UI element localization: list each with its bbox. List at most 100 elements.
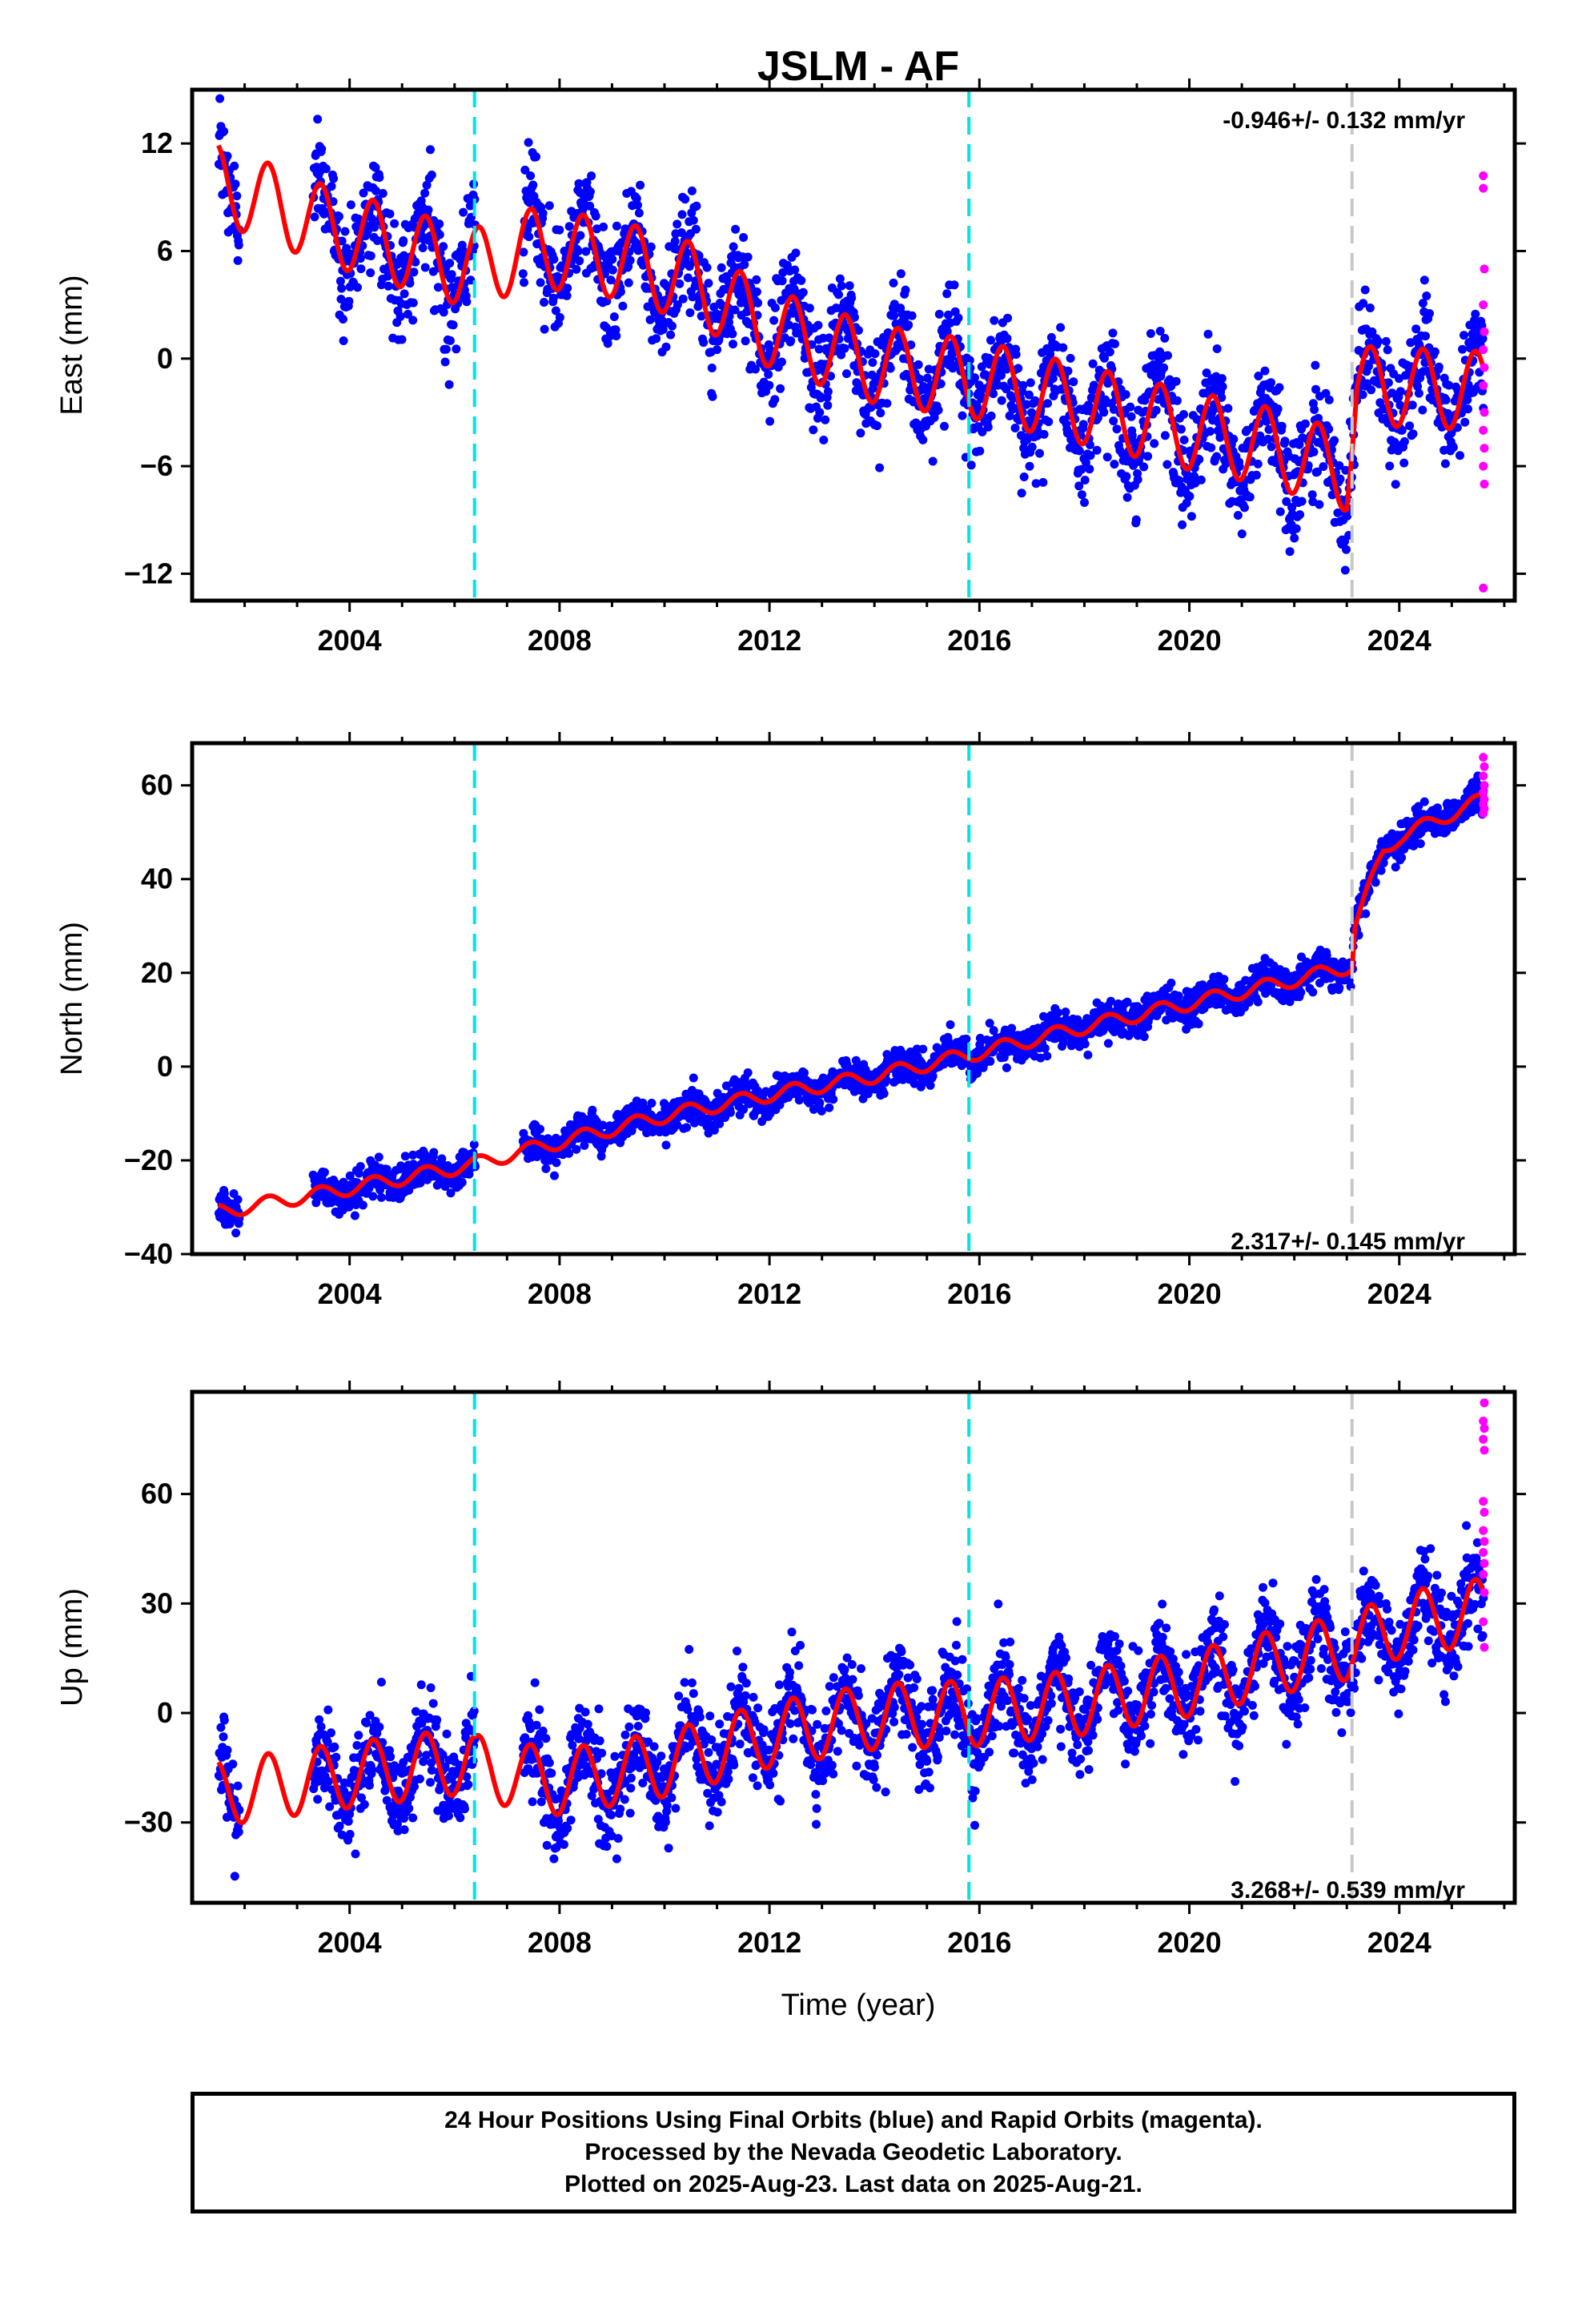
east-point xyxy=(834,290,843,300)
east-point xyxy=(1043,399,1052,408)
east-point xyxy=(1464,404,1472,414)
east-point xyxy=(1207,443,1216,452)
east-point xyxy=(532,152,540,162)
east-point xyxy=(1264,424,1274,434)
east-point xyxy=(1419,275,1429,285)
east-point xyxy=(678,294,688,304)
east-point xyxy=(942,289,952,299)
north-y-tick-label: −20 xyxy=(124,1144,173,1176)
east-point xyxy=(564,222,574,231)
east-point xyxy=(1162,460,1172,469)
north-rapid-point xyxy=(1479,788,1488,797)
up-point xyxy=(330,1742,339,1751)
east-rapid-point xyxy=(1479,583,1488,593)
east-point xyxy=(1078,420,1088,429)
east-point xyxy=(519,247,528,257)
north-point xyxy=(1285,997,1295,1007)
east-point xyxy=(1262,416,1271,426)
east-point xyxy=(668,321,677,331)
east-point xyxy=(616,287,625,296)
east-point xyxy=(777,276,787,286)
east-point xyxy=(411,257,420,267)
east-point xyxy=(1367,385,1376,395)
east-point xyxy=(978,427,987,436)
east-point xyxy=(1422,292,1431,300)
east-point xyxy=(1039,429,1049,439)
east-point xyxy=(1460,417,1470,427)
east-point xyxy=(1080,498,1089,507)
east-point xyxy=(837,350,846,360)
east-point xyxy=(1297,497,1307,506)
east-point xyxy=(907,311,917,320)
north-final-orbit-points xyxy=(214,771,1488,1238)
east-point xyxy=(1478,334,1488,344)
up-point xyxy=(331,1752,341,1762)
east-point xyxy=(1108,328,1118,338)
east-point xyxy=(575,256,584,266)
east-point xyxy=(944,310,953,320)
east-point xyxy=(1421,332,1430,341)
east-point xyxy=(1390,437,1399,447)
east-point xyxy=(1267,378,1275,388)
up-point xyxy=(228,1759,238,1769)
north-point xyxy=(825,1103,834,1112)
north-point xyxy=(946,1020,955,1029)
east-point xyxy=(1126,412,1136,421)
north-point xyxy=(815,1098,825,1108)
east-point xyxy=(856,428,865,438)
north-y-tick-label: 40 xyxy=(141,862,173,895)
east-point xyxy=(689,215,698,225)
east-point xyxy=(538,208,548,218)
east-point xyxy=(233,255,243,265)
panel-north: 2004 2008 2012 2016 2020 2024−40−200204060Nor… xyxy=(55,732,1526,1310)
east-point xyxy=(618,301,628,311)
east-rate-label: -0.946+/- 0.132 mm/yr xyxy=(1223,107,1465,134)
east-point xyxy=(849,312,859,322)
east-point xyxy=(418,243,428,252)
north-x-tick-label: 2024 xyxy=(1367,1277,1431,1310)
east-point xyxy=(1031,479,1041,489)
east-point xyxy=(717,263,726,272)
east-point xyxy=(585,201,595,211)
east-point xyxy=(1133,475,1142,485)
east-point xyxy=(563,283,572,293)
east-point xyxy=(1223,404,1233,413)
east-point xyxy=(520,165,530,175)
east-point xyxy=(603,339,612,348)
north-y-tick-label: −40 xyxy=(124,1237,173,1270)
east-point xyxy=(1074,481,1084,491)
east-point xyxy=(408,298,418,308)
east-point xyxy=(673,219,682,229)
east-point xyxy=(1430,347,1439,356)
north-point xyxy=(374,1152,383,1162)
east-point xyxy=(922,373,932,383)
north-x-tick-label: 2008 xyxy=(528,1277,592,1310)
east-point xyxy=(1260,366,1270,376)
east-point xyxy=(769,316,779,325)
east-point xyxy=(1383,378,1393,388)
east-point xyxy=(1373,336,1383,346)
north-point xyxy=(429,1148,439,1157)
north-rapid-point xyxy=(1479,771,1488,781)
east-point xyxy=(1359,299,1368,308)
east-point xyxy=(1365,304,1375,312)
east-point xyxy=(1360,285,1370,295)
east-point xyxy=(699,338,709,348)
north-point xyxy=(918,1044,928,1054)
east-point xyxy=(366,251,375,260)
east-point xyxy=(447,270,456,279)
east-point xyxy=(1456,451,1464,460)
east-point xyxy=(1440,459,1450,468)
east-point xyxy=(1425,309,1434,318)
east-point xyxy=(1011,350,1021,360)
east-point xyxy=(624,278,633,287)
east-point xyxy=(743,252,753,262)
north-point xyxy=(219,1188,229,1198)
east-point xyxy=(901,285,910,295)
east-point xyxy=(1212,452,1222,461)
east-point xyxy=(1448,443,1458,452)
east-plot-frame xyxy=(190,87,1517,603)
east-point xyxy=(975,446,985,456)
east-point xyxy=(1333,508,1343,517)
east-point xyxy=(420,188,430,198)
